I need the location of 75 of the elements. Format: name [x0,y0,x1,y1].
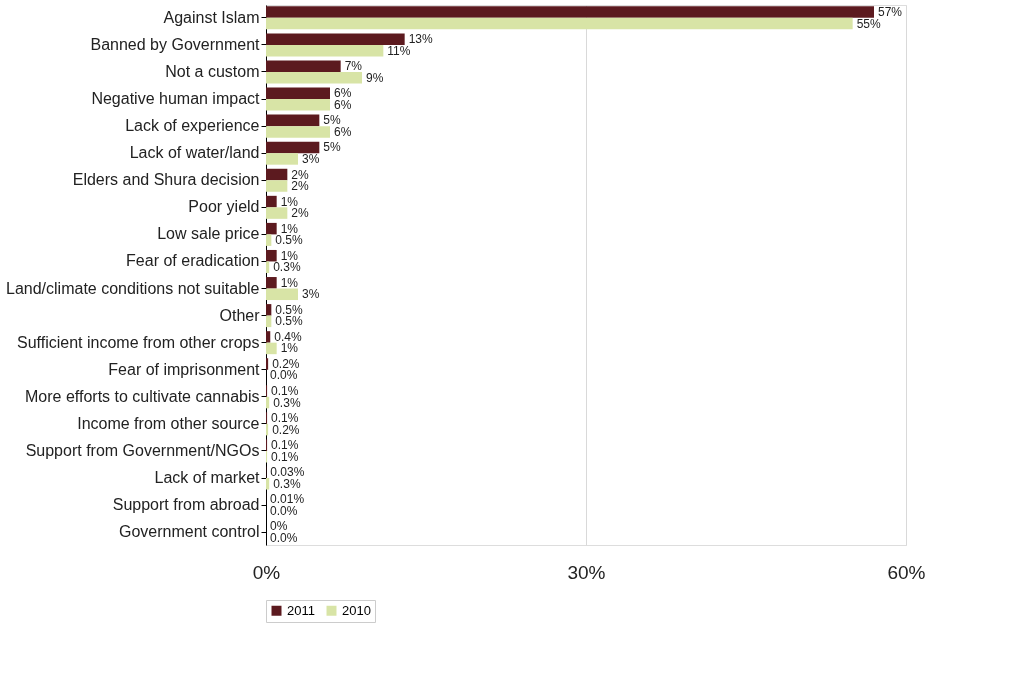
data-label: 9% [366,70,384,85]
y-tick-label: Other [219,306,261,324]
y-tick-label: Government control [118,523,260,541]
data-label: 2% [291,167,310,182]
bar [266,222,277,235]
data-label: 3% [302,287,320,302]
data-label: 1% [280,194,299,209]
data-label: 0.0% [270,368,298,383]
data-label: 0.5% [275,233,304,248]
data-label: 1% [280,275,299,290]
bar [266,141,320,154]
bar [266,17,853,30]
bar [266,71,362,84]
data-label: 1% [280,248,299,263]
bar [266,315,272,328]
bar [266,249,277,262]
legend-label: 2010 [342,602,371,618]
data-label: 0.5% [275,302,304,317]
data-label: 0.4% [274,329,302,344]
bar [266,331,271,343]
bar [266,60,341,72]
data-label: 7% [344,59,363,74]
y-tick-label: Negative human impact [91,90,261,108]
bar [266,342,277,355]
bar [266,87,330,100]
data-label: 1% [280,221,299,236]
y-tick-label: Sufficient income from other crops [17,333,260,351]
bar [266,168,288,181]
y-tick-label: Poor yield [188,198,260,216]
y-tick-label: Fear of imprisonment [108,360,261,378]
data-label: 11% [387,43,411,58]
data-label: 0.3% [273,260,301,275]
bar [266,234,272,246]
bar [266,478,270,490]
y-tick-label: Income from other source [77,414,260,432]
data-label: 2% [291,206,310,221]
data-label: 1% [280,341,299,356]
y-tick-label: Lack of experience [125,117,260,135]
y-tick-label: Support from Government/NGOs [25,441,260,459]
bar [266,33,405,45]
bar [266,114,320,127]
y-tick-label: Low sale price [157,225,260,243]
y-tick-label: Banned by Government [90,35,261,53]
bar [266,358,269,370]
bar [266,195,277,208]
bar [266,6,874,18]
y-tick-label: Not a custom [165,62,260,80]
y-tick-label: Lack of market [154,469,261,487]
bar [266,288,298,301]
x-tick-label: 0% [252,561,281,583]
data-label: 3% [302,151,320,166]
data-label: 5% [323,140,342,155]
bar [266,304,272,316]
bar [266,44,384,57]
y-tick-label: Against Islam [163,8,260,26]
bar [266,180,288,192]
y-tick-label: Support from abroad [112,496,260,514]
y-tick-label: Elders and Shura decision [72,171,260,189]
bar [266,99,330,111]
data-label: 13% [408,32,434,47]
bar [266,261,270,273]
y-tick-label: Land/climate conditions not suitable [6,279,260,297]
data-label: 0.5% [275,314,304,329]
x-tick-label: 60% [887,561,926,583]
y-tick-label: Fear of eradication [126,252,260,270]
bar [266,277,277,289]
x-tick-label: 30% [567,561,606,583]
legend-label: 2011 [287,602,315,618]
bar [266,153,298,165]
y-tick-label: More efforts to cultivate cannabis [25,387,260,405]
bar [266,207,288,219]
data-label: 2% [291,179,310,194]
y-tick-label: Lack of water/land [129,144,260,162]
data-label: 0.2% [272,356,300,371]
bar [266,126,330,138]
